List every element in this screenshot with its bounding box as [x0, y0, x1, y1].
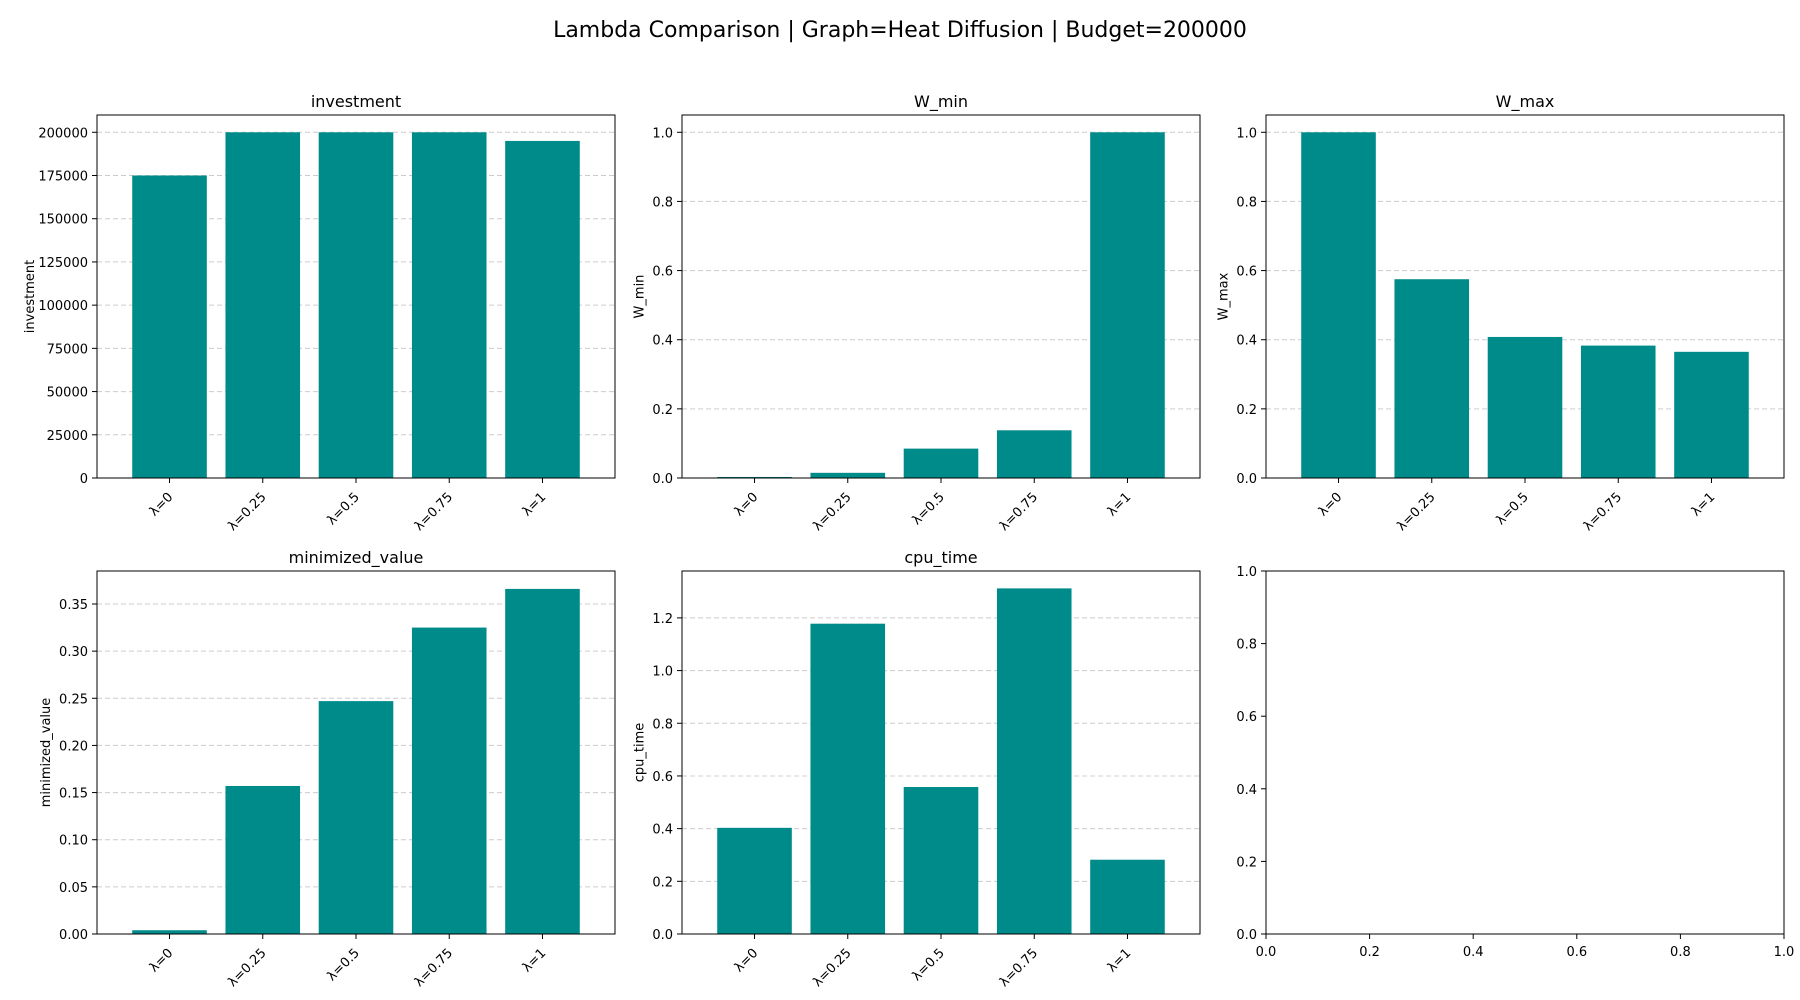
- x-tick-label: 1.0: [1774, 945, 1795, 960]
- bar-λ=0: [1301, 132, 1376, 479]
- bar-λ=0.25: [225, 785, 301, 934]
- bar-λ=0.75: [996, 430, 1072, 478]
- y-tick-label: 75000: [47, 342, 88, 357]
- y-tick-label: 0.20: [59, 739, 88, 754]
- y-tick-label: 0.10: [59, 834, 88, 849]
- subplot-5: λ=0 λ=0.25 λ=0.5 λ=0.75 λ=10.00.20.40.60.81.…: [632, 548, 1201, 990]
- bar-λ=0.5: [903, 787, 979, 934]
- y-tick-label: 0.25: [59, 692, 88, 707]
- bar-λ=0: [717, 476, 792, 478]
- y-tick-label: 0.8: [1236, 638, 1257, 653]
- y-tick-label: 0.30: [59, 645, 88, 660]
- y-axis-label: W_min: [632, 275, 647, 319]
- y-tick-label: 125000: [38, 256, 88, 271]
- y-tick-label: 0.4: [652, 334, 673, 349]
- y-tick-label: 1.0: [652, 126, 673, 141]
- x-tick-label: 0.0: [1256, 945, 1277, 960]
- bar-λ=0.25: [810, 472, 886, 478]
- y-tick-label: 0.0: [652, 928, 673, 943]
- subplot-4: λ=0 λ=0.25 λ=0.5 λ=0.75 λ=10.000.050.100.150…: [39, 548, 616, 990]
- subplot-title: W_min: [914, 92, 968, 112]
- bar-λ=1: [505, 140, 580, 478]
- y-tick-label: 50000: [47, 386, 88, 401]
- y-tick-label: 175000: [38, 170, 88, 185]
- bar-λ=0.75: [996, 588, 1072, 934]
- y-tick-label: 0.00: [59, 928, 88, 943]
- y-tick-label: 0.2: [652, 875, 673, 890]
- y-tick-label: 0.2: [652, 403, 673, 418]
- axes-frame: [1265, 114, 1785, 479]
- y-tick-label: 0.35: [59, 598, 88, 613]
- y-tick-label: 0.0: [1236, 928, 1257, 943]
- bar-λ=0.75: [411, 627, 487, 934]
- y-tick-label: 0: [80, 472, 88, 487]
- y-tick-label: 100000: [38, 299, 88, 314]
- y-tick-label: 0.2: [1236, 855, 1257, 870]
- axes-frame: [681, 570, 1201, 935]
- bar-λ=0.5: [318, 132, 394, 479]
- bar-λ=0.5: [1487, 336, 1563, 478]
- bar-λ=0.25: [225, 132, 301, 479]
- y-tick-label: 25000: [47, 429, 88, 444]
- subplot-title: minimized_value: [289, 548, 424, 568]
- y-tick-label: 0.4: [1236, 334, 1257, 349]
- y-tick-label: 1.2: [652, 612, 673, 627]
- bar-λ=0: [132, 930, 207, 934]
- axes-frame: [96, 114, 616, 479]
- figure-title: Lambda Comparison | Graph=Heat Diffusion…: [553, 18, 1247, 43]
- y-tick-label: 0.15: [59, 787, 88, 802]
- y-tick-label: 0.0: [652, 472, 673, 487]
- bar-λ=0.75: [411, 132, 487, 479]
- y-axis-label: minimized_value: [39, 698, 54, 807]
- y-axis-label: W_max: [1216, 272, 1231, 320]
- y-tick-label: 1.0: [1236, 126, 1257, 141]
- y-tick-label: 0.05: [59, 881, 88, 896]
- bar-λ=1: [1090, 859, 1165, 934]
- x-tick-label: 0.8: [1670, 945, 1691, 960]
- x-tick-label: 0.4: [1463, 945, 1484, 960]
- bar-λ=0.75: [1580, 345, 1656, 478]
- y-tick-label: 0.4: [1236, 783, 1257, 798]
- y-axis-label: cpu_time: [632, 723, 647, 783]
- subplot-title: W_max: [1496, 92, 1555, 112]
- y-tick-label: 0.8: [652, 717, 673, 732]
- subplot-grid: λ=0 λ=0.25 λ=0.5 λ=0.75 λ=102500050000750001…: [23, 92, 1795, 990]
- bar-λ=1: [1674, 351, 1749, 478]
- y-tick-label: 150000: [38, 213, 88, 228]
- y-tick-label: 0.4: [652, 823, 673, 838]
- subplot-title: cpu_time: [904, 548, 977, 568]
- y-tick-label: 0.2: [1236, 403, 1257, 418]
- y-tick-label: 0.0: [1236, 472, 1257, 487]
- bar-λ=1: [505, 588, 580, 934]
- axes-frame: [96, 570, 616, 935]
- y-tick-label: 0.8: [1236, 195, 1257, 210]
- y-tick-label: 1.0: [652, 665, 673, 680]
- bar-λ=1: [1090, 132, 1165, 479]
- bar-λ=0: [132, 175, 207, 478]
- y-tick-label: 1.0: [1236, 565, 1257, 580]
- subplot-1: λ=0 λ=0.25 λ=0.5 λ=0.75 λ=102500050000750001…: [23, 92, 616, 534]
- x-tick-label: 0.2: [1359, 945, 1380, 960]
- bar-λ=0.5: [318, 701, 394, 934]
- y-tick-label: 0.6: [652, 265, 673, 280]
- subplot-6: 0.0 0.2 0.4 0.6 0.8 1.0 0.0 0.2 0.4 0.6 0.8 1.0: [1236, 565, 1794, 960]
- y-tick-label: 200000: [38, 126, 88, 141]
- bar-λ=0: [717, 827, 792, 934]
- axes-frame: [681, 114, 1201, 479]
- bar-λ=0.25: [810, 623, 886, 934]
- y-axis-label: investment: [23, 260, 38, 333]
- bar-λ=0.5: [903, 448, 979, 478]
- subplot-title: investment: [311, 92, 401, 111]
- y-tick-label: 0.8: [652, 195, 673, 210]
- y-tick-label: 0.6: [1236, 265, 1257, 280]
- axes-frame: [1265, 570, 1785, 935]
- y-tick-label: 0.6: [652, 770, 673, 785]
- x-tick-label: 0.6: [1566, 945, 1587, 960]
- y-tick-label: 0.6: [1236, 710, 1257, 725]
- bar-λ=0.25: [1394, 279, 1470, 478]
